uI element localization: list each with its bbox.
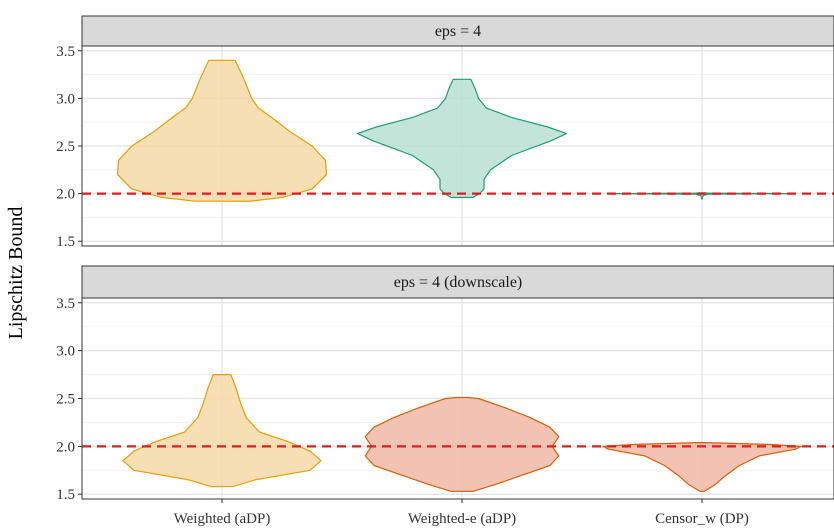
y-tick-label: 1.5 [56, 487, 75, 503]
y-tick-label: 2.5 [56, 392, 75, 408]
y-tick-label: 2.0 [56, 187, 75, 203]
violin-weighted-adp [122, 374, 322, 488]
y-tick-label: 2.0 [56, 439, 75, 455]
x-tick-label: Weighted (aDP) [174, 511, 271, 527]
y-axis-title: Lipschitz Bound [5, 207, 27, 340]
facet-strip [81, 15, 834, 47]
y-tick-label: 3.5 [56, 44, 75, 60]
facet-strip [81, 265, 834, 299]
y-tick-label: 1.5 [56, 234, 75, 250]
violin-weighted-e-adp [364, 396, 560, 492]
x-axis-tick-labels: Weighted (aDP) Weighted-e (aDP) Censor_w (… [174, 499, 749, 527]
violin-weighted-adp [116, 59, 328, 202]
y-tick-label: 3.5 [56, 296, 75, 312]
panel-1: eps = 4 1.5 2.0 2.5 3.0 3.5 [56, 15, 834, 250]
panel-2: eps = 4 (downscale) 1.5 2.0 2.5 3.0 3.5 [56, 265, 834, 503]
violin-censor-w-dp [602, 441, 802, 492]
y-tick-label: 2.5 [56, 139, 75, 155]
facet-strip-label: eps = 4 [435, 23, 481, 40]
y-tick-label: 3.0 [56, 91, 75, 107]
x-tick-label: Weighted-e (aDP) [408, 511, 516, 527]
violin-weighted-e-adp [356, 78, 568, 199]
y-tick-label: 3.0 [56, 344, 75, 360]
x-tick-label: Censor_w (DP) [655, 511, 749, 527]
facet-strip-label: eps = 4 (downscale) [394, 274, 523, 291]
